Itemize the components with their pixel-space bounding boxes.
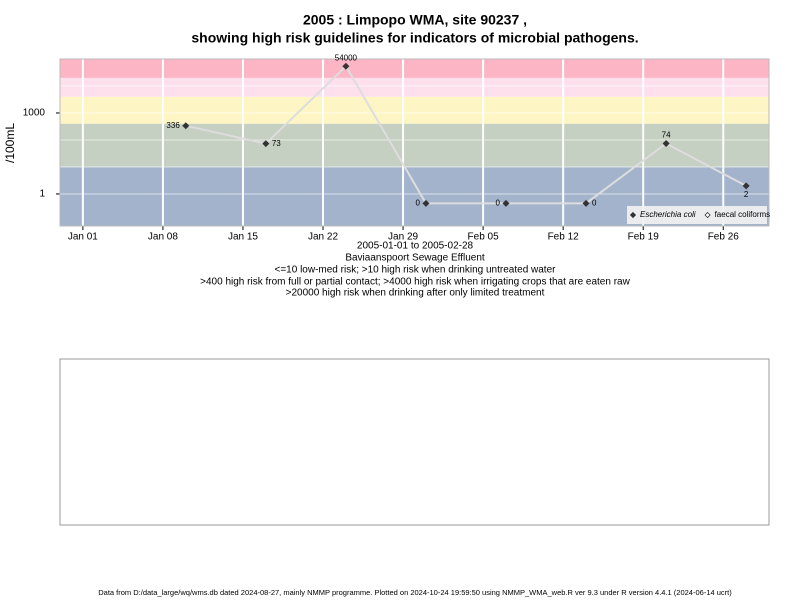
y-axis-label: /100mL: [3, 123, 17, 163]
data-point: [342, 62, 350, 70]
legend-label: Escherichia coli: [640, 210, 696, 219]
data-label: 73: [272, 139, 281, 148]
x-tick-label: Feb 19: [628, 232, 660, 243]
site-name: Baviaanspoort Sewage Effluent: [345, 253, 485, 264]
legend-marker: [629, 211, 637, 219]
date-range: 2005-01-01 to 2005-02-28: [357, 241, 474, 252]
x-tick-label: Feb 26: [708, 232, 740, 243]
note: >400 high risk from full or partial cont…: [200, 277, 630, 288]
y-tick-label: 1000: [23, 108, 46, 119]
x-tick-label: Jan 29: [388, 232, 418, 243]
data-point: [422, 199, 430, 207]
data-label: 74: [662, 131, 671, 140]
x-tick-label: Feb 12: [548, 232, 580, 243]
x-tick-label: Jan 01: [68, 232, 98, 243]
x-tick-label: Feb 05: [468, 232, 500, 243]
data-label: 0: [496, 198, 501, 207]
data-point: [262, 140, 270, 148]
risk-band: [60, 123, 769, 167]
x-tick-label: Jan 08: [148, 232, 178, 243]
data-label: 2: [744, 190, 749, 199]
data-point: [742, 182, 750, 190]
data-label: 54000: [335, 53, 358, 62]
x-tick-label: Jan 15: [228, 232, 258, 243]
empty-panel: [59, 358, 770, 526]
data-label: 0: [415, 198, 420, 207]
legend-box: [627, 206, 767, 224]
data-point: [502, 199, 510, 207]
data-point: [662, 140, 670, 148]
chart-subtitle: showing high risk guidelines for indicat…: [191, 30, 638, 46]
footer: Data from D:/data_large/wq/wms.db dated …: [98, 588, 732, 597]
note: >20000 high risk when drinking after onl…: [286, 288, 545, 299]
legend-label: faecal coliforms: [715, 210, 771, 219]
x-tick-label: Jan 22: [308, 232, 338, 243]
data-label: 0: [592, 198, 597, 207]
data-label: 336: [166, 121, 180, 130]
data-line: [185, 64, 747, 205]
risk-band: [60, 59, 769, 78]
chart-title: 2005 : Limpopo WMA, site 90237 ,: [303, 12, 527, 28]
risk-band: [60, 96, 769, 124]
note: <=10 low-med risk; >10 high risk when dr…: [275, 265, 557, 276]
data-point: [582, 199, 590, 207]
plot-frame: [59, 58, 770, 227]
legend-marker: [704, 211, 711, 219]
risk-band: [60, 77, 769, 97]
y-tick-label: 1: [39, 189, 45, 200]
data-point: [182, 122, 190, 130]
